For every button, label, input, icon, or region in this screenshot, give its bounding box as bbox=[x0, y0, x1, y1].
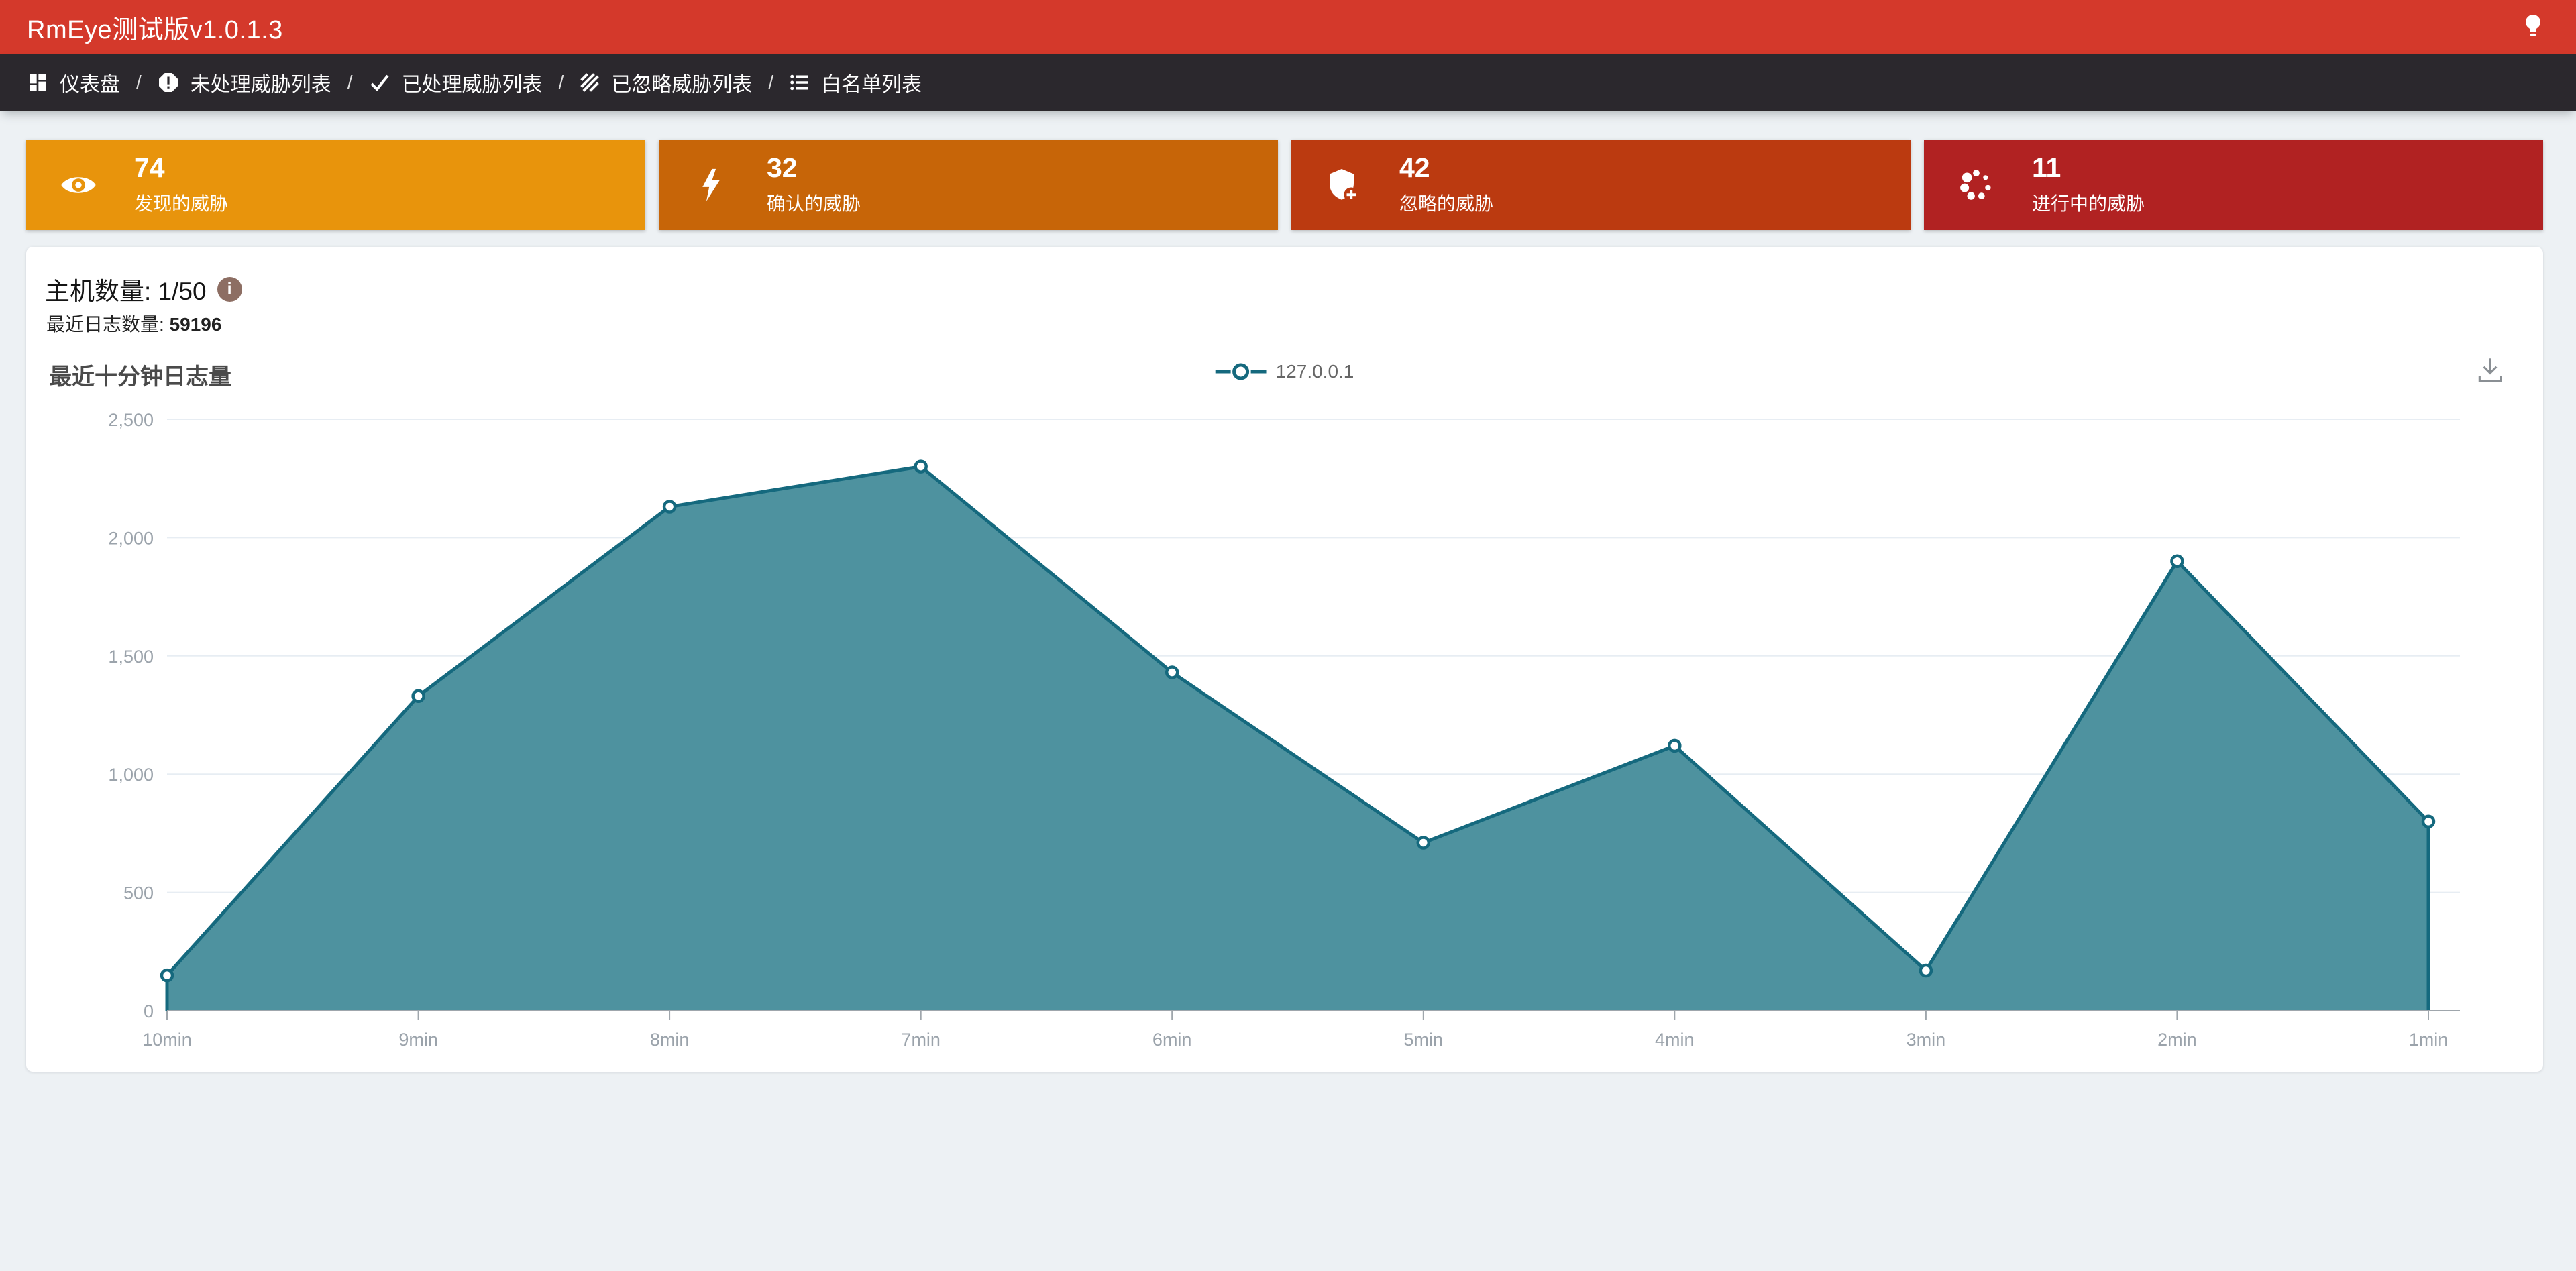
legend-line-marker-icon bbox=[1215, 361, 1267, 382]
nav-separator: / bbox=[136, 71, 142, 93]
stat-label: 发现的威胁 bbox=[134, 192, 229, 214]
svg-text:8min: 8min bbox=[650, 1030, 690, 1050]
dashboard-icon bbox=[27, 72, 48, 93]
download-icon[interactable] bbox=[2475, 355, 2506, 384]
svg-text:2,000: 2,000 bbox=[108, 528, 154, 548]
nav-item-label: 仪表盘 bbox=[60, 73, 120, 96]
svg-text:4min: 4min bbox=[1655, 1030, 1695, 1050]
stat-card-discovered[interactable]: 74 发现的威胁 bbox=[26, 140, 645, 230]
recent-log-label: 最近日志数量: bbox=[46, 314, 170, 335]
svg-text:3min: 3min bbox=[1907, 1030, 1946, 1050]
svg-text:1,000: 1,000 bbox=[108, 765, 154, 785]
bolt-icon bbox=[692, 168, 730, 203]
shield-plus-icon bbox=[1325, 168, 1362, 203]
svg-text:500: 500 bbox=[123, 883, 154, 903]
legend-series-label: 127.0.0.1 bbox=[1275, 361, 1354, 382]
nav-item-dashboard[interactable]: 仪表盘 bbox=[27, 68, 120, 97]
svg-text:5min: 5min bbox=[1404, 1030, 1444, 1050]
info-icon[interactable]: i bbox=[217, 276, 242, 302]
stat-value: 74 bbox=[134, 152, 165, 183]
svg-text:2min: 2min bbox=[2157, 1030, 2197, 1050]
dashboard-panel: 主机数量: 1/50 i 最近日志数量: 59196 最近十分钟日志量 127.… bbox=[26, 247, 2543, 1072]
svg-text:7min: 7min bbox=[901, 1030, 941, 1050]
legend-item[interactable]: 127.0.0.1 bbox=[1215, 361, 1354, 382]
stat-card-in-progress[interactable]: 11 进行中的威胁 bbox=[1924, 140, 2543, 230]
stat-value: 32 bbox=[767, 152, 798, 183]
svg-text:6min: 6min bbox=[1152, 1030, 1192, 1050]
svg-text:9min: 9min bbox=[398, 1030, 438, 1050]
svg-text:2,500: 2,500 bbox=[108, 410, 154, 430]
app-title: RmEye测试版v1.0.1.3 bbox=[27, 15, 283, 44]
nav-separator: / bbox=[768, 71, 774, 93]
nav-item-unhandled-threats[interactable]: 未处理威胁列表 bbox=[158, 68, 331, 97]
chart-title: 最近十分钟日志量 bbox=[49, 364, 231, 390]
nav-item-handled-threats[interactable]: 已处理威胁列表 bbox=[369, 68, 543, 97]
stat-label: 进行中的威胁 bbox=[2032, 192, 2145, 214]
recent-log-line: 最近日志数量: 59196 bbox=[46, 310, 221, 337]
nav-separator: / bbox=[347, 71, 353, 93]
check-icon bbox=[369, 72, 390, 93]
stat-cards-row: 74 发现的威胁 32 确认的威胁 42 忽略的威胁 11 进行中的威胁 bbox=[26, 140, 2543, 230]
nav-item-ignored-threats[interactable]: 已忽略威胁列表 bbox=[580, 68, 752, 97]
host-count-line: 主机数量: 1/50 i bbox=[45, 271, 242, 307]
lightbulb-icon[interactable] bbox=[2520, 13, 2546, 40]
list-icon bbox=[790, 72, 810, 93]
svg-text:0: 0 bbox=[144, 1001, 154, 1021]
stat-card-confirmed[interactable]: 32 确认的威胁 bbox=[659, 140, 1278, 230]
nav-item-label: 已处理威胁列表 bbox=[401, 73, 543, 96]
spinner-icon bbox=[1957, 168, 1995, 203]
stat-label: 确认的威胁 bbox=[767, 192, 861, 214]
stat-card-ignored[interactable]: 42 忽略的威胁 bbox=[1291, 140, 1911, 230]
recent-log-value: 59196 bbox=[169, 314, 222, 335]
hatch-icon bbox=[580, 72, 600, 93]
host-count-text: 主机数量: 1/50 bbox=[45, 278, 207, 305]
nav-item-label: 白名单列表 bbox=[821, 73, 922, 96]
svg-text:1,500: 1,500 bbox=[108, 647, 154, 667]
error-icon bbox=[158, 72, 179, 93]
nav-item-label: 已忽略威胁列表 bbox=[611, 73, 753, 96]
nav-item-label: 未处理威胁列表 bbox=[190, 73, 331, 96]
stat-value: 11 bbox=[2032, 152, 2061, 183]
eye-icon bbox=[60, 172, 97, 199]
stat-value: 42 bbox=[1399, 152, 1430, 183]
stat-label: 忽略的威胁 bbox=[1399, 192, 1494, 214]
app-header: RmEye测试版v1.0.1.3 bbox=[0, 0, 2576, 54]
nav-item-whitelist[interactable]: 白名单列表 bbox=[790, 68, 922, 97]
breadcrumb: 仪表盘 / 未处理威胁列表 / 已处理威胁列表 / 已忽略威胁列表 / 白名单列表 bbox=[0, 54, 2576, 111]
svg-text:10min: 10min bbox=[142, 1030, 192, 1050]
svg-text:1min: 1min bbox=[2409, 1030, 2449, 1050]
log-volume-chart: 0 500 1,000 1,500 2,000 2,500 10min 9min 8min 7mi… bbox=[108, 410, 2460, 1050]
nav-separator: / bbox=[558, 71, 564, 93]
